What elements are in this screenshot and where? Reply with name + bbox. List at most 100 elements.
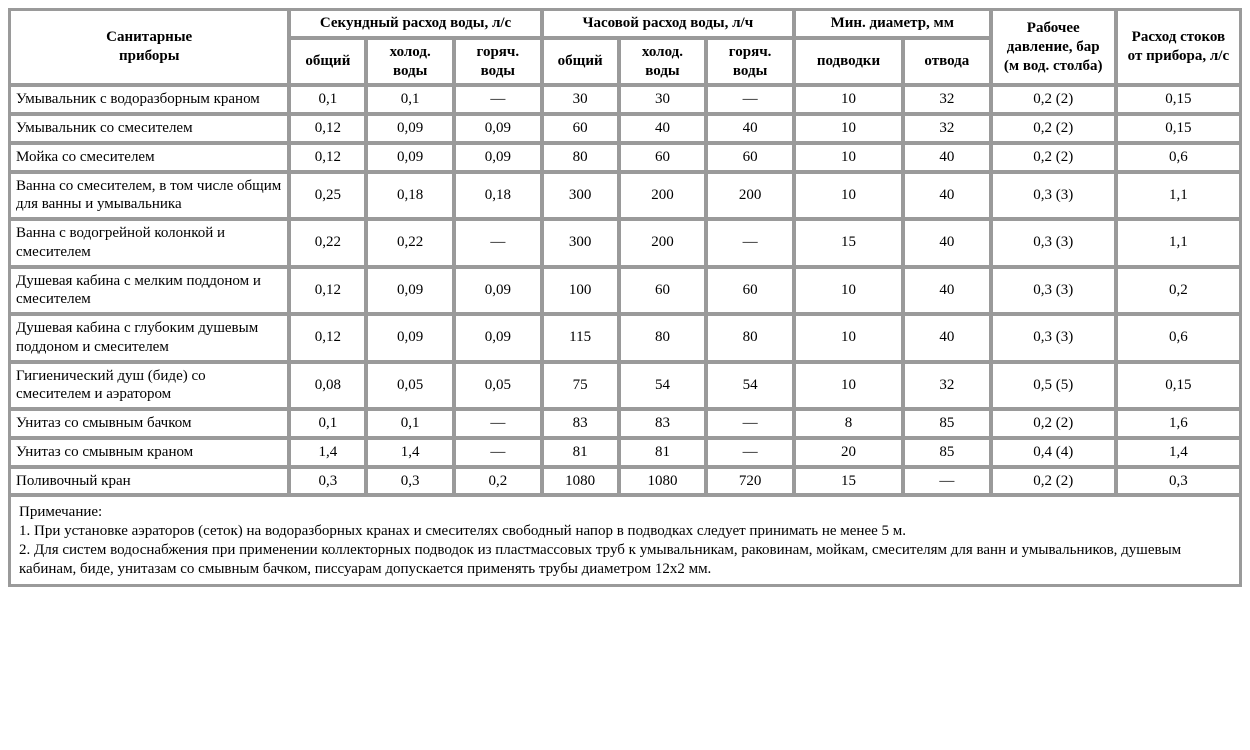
cell: 40 [904, 268, 990, 314]
cell: 0,3 (3) [992, 220, 1115, 266]
table-row: Душевая кабина с мелким поддоном и смеси… [10, 268, 1240, 314]
cell: 40 [904, 220, 990, 266]
cell: 40 [904, 144, 990, 171]
cell: 0,2 [455, 468, 541, 495]
cell: 85 [904, 410, 990, 437]
cell: 0,1 [367, 86, 453, 113]
cell: 0,09 [455, 144, 541, 171]
cell: 0,6 [1117, 315, 1240, 361]
cell: 300 [543, 220, 618, 266]
cell: 10 [795, 115, 902, 142]
cell: 200 [707, 173, 793, 219]
table-row: Поливочный кран0,30,30,21080108072015—0,… [10, 468, 1240, 495]
cell: 0,12 [290, 115, 365, 142]
cell: 0,1 [367, 410, 453, 437]
col-sec-flow: Секундный расход воды, л/с [290, 10, 540, 37]
cell: 32 [904, 115, 990, 142]
cell: 75 [543, 363, 618, 409]
cell: 0,3 (3) [992, 173, 1115, 219]
col-hour-flow: Часовой расход воды, л/ч [543, 10, 793, 37]
cell: 115 [543, 315, 618, 361]
cell: 0,09 [455, 115, 541, 142]
cell: 0,2 (2) [992, 410, 1115, 437]
table-note: Примечание:1. При установке аэраторов (с… [10, 496, 1240, 585]
sub-hot-1: горяч. воды [455, 39, 541, 85]
cell: 20 [795, 439, 902, 466]
cell: 0,1 [290, 86, 365, 113]
cell: — [707, 220, 793, 266]
cell: 200 [620, 220, 706, 266]
sub-total-1: общий [290, 39, 365, 85]
cell: 200 [620, 173, 706, 219]
cell: 0,3 [290, 468, 365, 495]
cell: 0,15 [1117, 115, 1240, 142]
row-name: Умывальник со смесителем [10, 115, 288, 142]
row-name: Унитаз со смывным краном [10, 439, 288, 466]
cell: 1,4 [290, 439, 365, 466]
cell: — [455, 86, 541, 113]
cell: — [455, 410, 541, 437]
cell: 0,4 (4) [992, 439, 1115, 466]
col-pressure: Рабочее давление, бар (м вод. столба) [992, 10, 1115, 84]
cell: 0,18 [455, 173, 541, 219]
cell: 0,22 [367, 220, 453, 266]
cell: 32 [904, 363, 990, 409]
cell: — [904, 468, 990, 495]
cell: 0,2 [1117, 268, 1240, 314]
cell: 0,05 [367, 363, 453, 409]
cell: — [707, 439, 793, 466]
cell: 1080 [620, 468, 706, 495]
cell: 0,09 [367, 144, 453, 171]
cell: 83 [620, 410, 706, 437]
cell: 30 [543, 86, 618, 113]
cell: 300 [543, 173, 618, 219]
cell: 0,1 [290, 410, 365, 437]
table-header: Санитарныеприборы Секундный расход воды,… [10, 10, 1240, 84]
cell: 83 [543, 410, 618, 437]
cell: 0,12 [290, 315, 365, 361]
cell: 0,22 [290, 220, 365, 266]
cell: 0,2 (2) [992, 115, 1115, 142]
col-min-dia: Мин. диаметр, мм [795, 10, 990, 37]
sub-total-2: общий [543, 39, 618, 85]
row-name: Ванна с водогрейной колонкой и смесителе… [10, 220, 288, 266]
cell: 10 [795, 268, 902, 314]
table-row: Ванна с водогрейной колонкой и смесителе… [10, 220, 1240, 266]
cell: 0,09 [367, 315, 453, 361]
cell: 15 [795, 220, 902, 266]
cell: 32 [904, 86, 990, 113]
cell: 80 [707, 315, 793, 361]
cell: 60 [707, 268, 793, 314]
cell: 0,15 [1117, 363, 1240, 409]
cell: 0,3 [1117, 468, 1240, 495]
cell: 0,15 [1117, 86, 1240, 113]
cell: 15 [795, 468, 902, 495]
cell: 40 [904, 173, 990, 219]
table-row: Умывальник с водоразборным краном0,10,1—… [10, 86, 1240, 113]
table-body: Умывальник с водоразборным краном0,10,1—… [10, 86, 1240, 494]
sub-cold-2: холод. воды [620, 39, 706, 85]
cell: 1,1 [1117, 173, 1240, 219]
cell: 54 [620, 363, 706, 409]
cell: 60 [620, 268, 706, 314]
table-row: Унитаз со смывным бачком0,10,1—8383—8850… [10, 410, 1240, 437]
cell: 0,3 (3) [992, 268, 1115, 314]
cell: 10 [795, 144, 902, 171]
sub-hot-2: горяч. воды [707, 39, 793, 85]
cell: 720 [707, 468, 793, 495]
cell: 30 [620, 86, 706, 113]
sanitary-table: Санитарныеприборы Секундный расход воды,… [8, 8, 1242, 587]
cell: 0,09 [367, 268, 453, 314]
cell: — [455, 220, 541, 266]
row-name: Ванна со смесителем, в том числе общим д… [10, 173, 288, 219]
cell: 0,12 [290, 268, 365, 314]
row-name: Душевая кабина с мелким поддоном и смеси… [10, 268, 288, 314]
cell: 0,6 [1117, 144, 1240, 171]
cell: 40 [620, 115, 706, 142]
cell: 0,2 (2) [992, 468, 1115, 495]
row-name: Поливочный кран [10, 468, 288, 495]
cell: 10 [795, 315, 902, 361]
cell: 10 [795, 173, 902, 219]
cell: 0,09 [367, 115, 453, 142]
sub-outlet: отвода [904, 39, 990, 85]
